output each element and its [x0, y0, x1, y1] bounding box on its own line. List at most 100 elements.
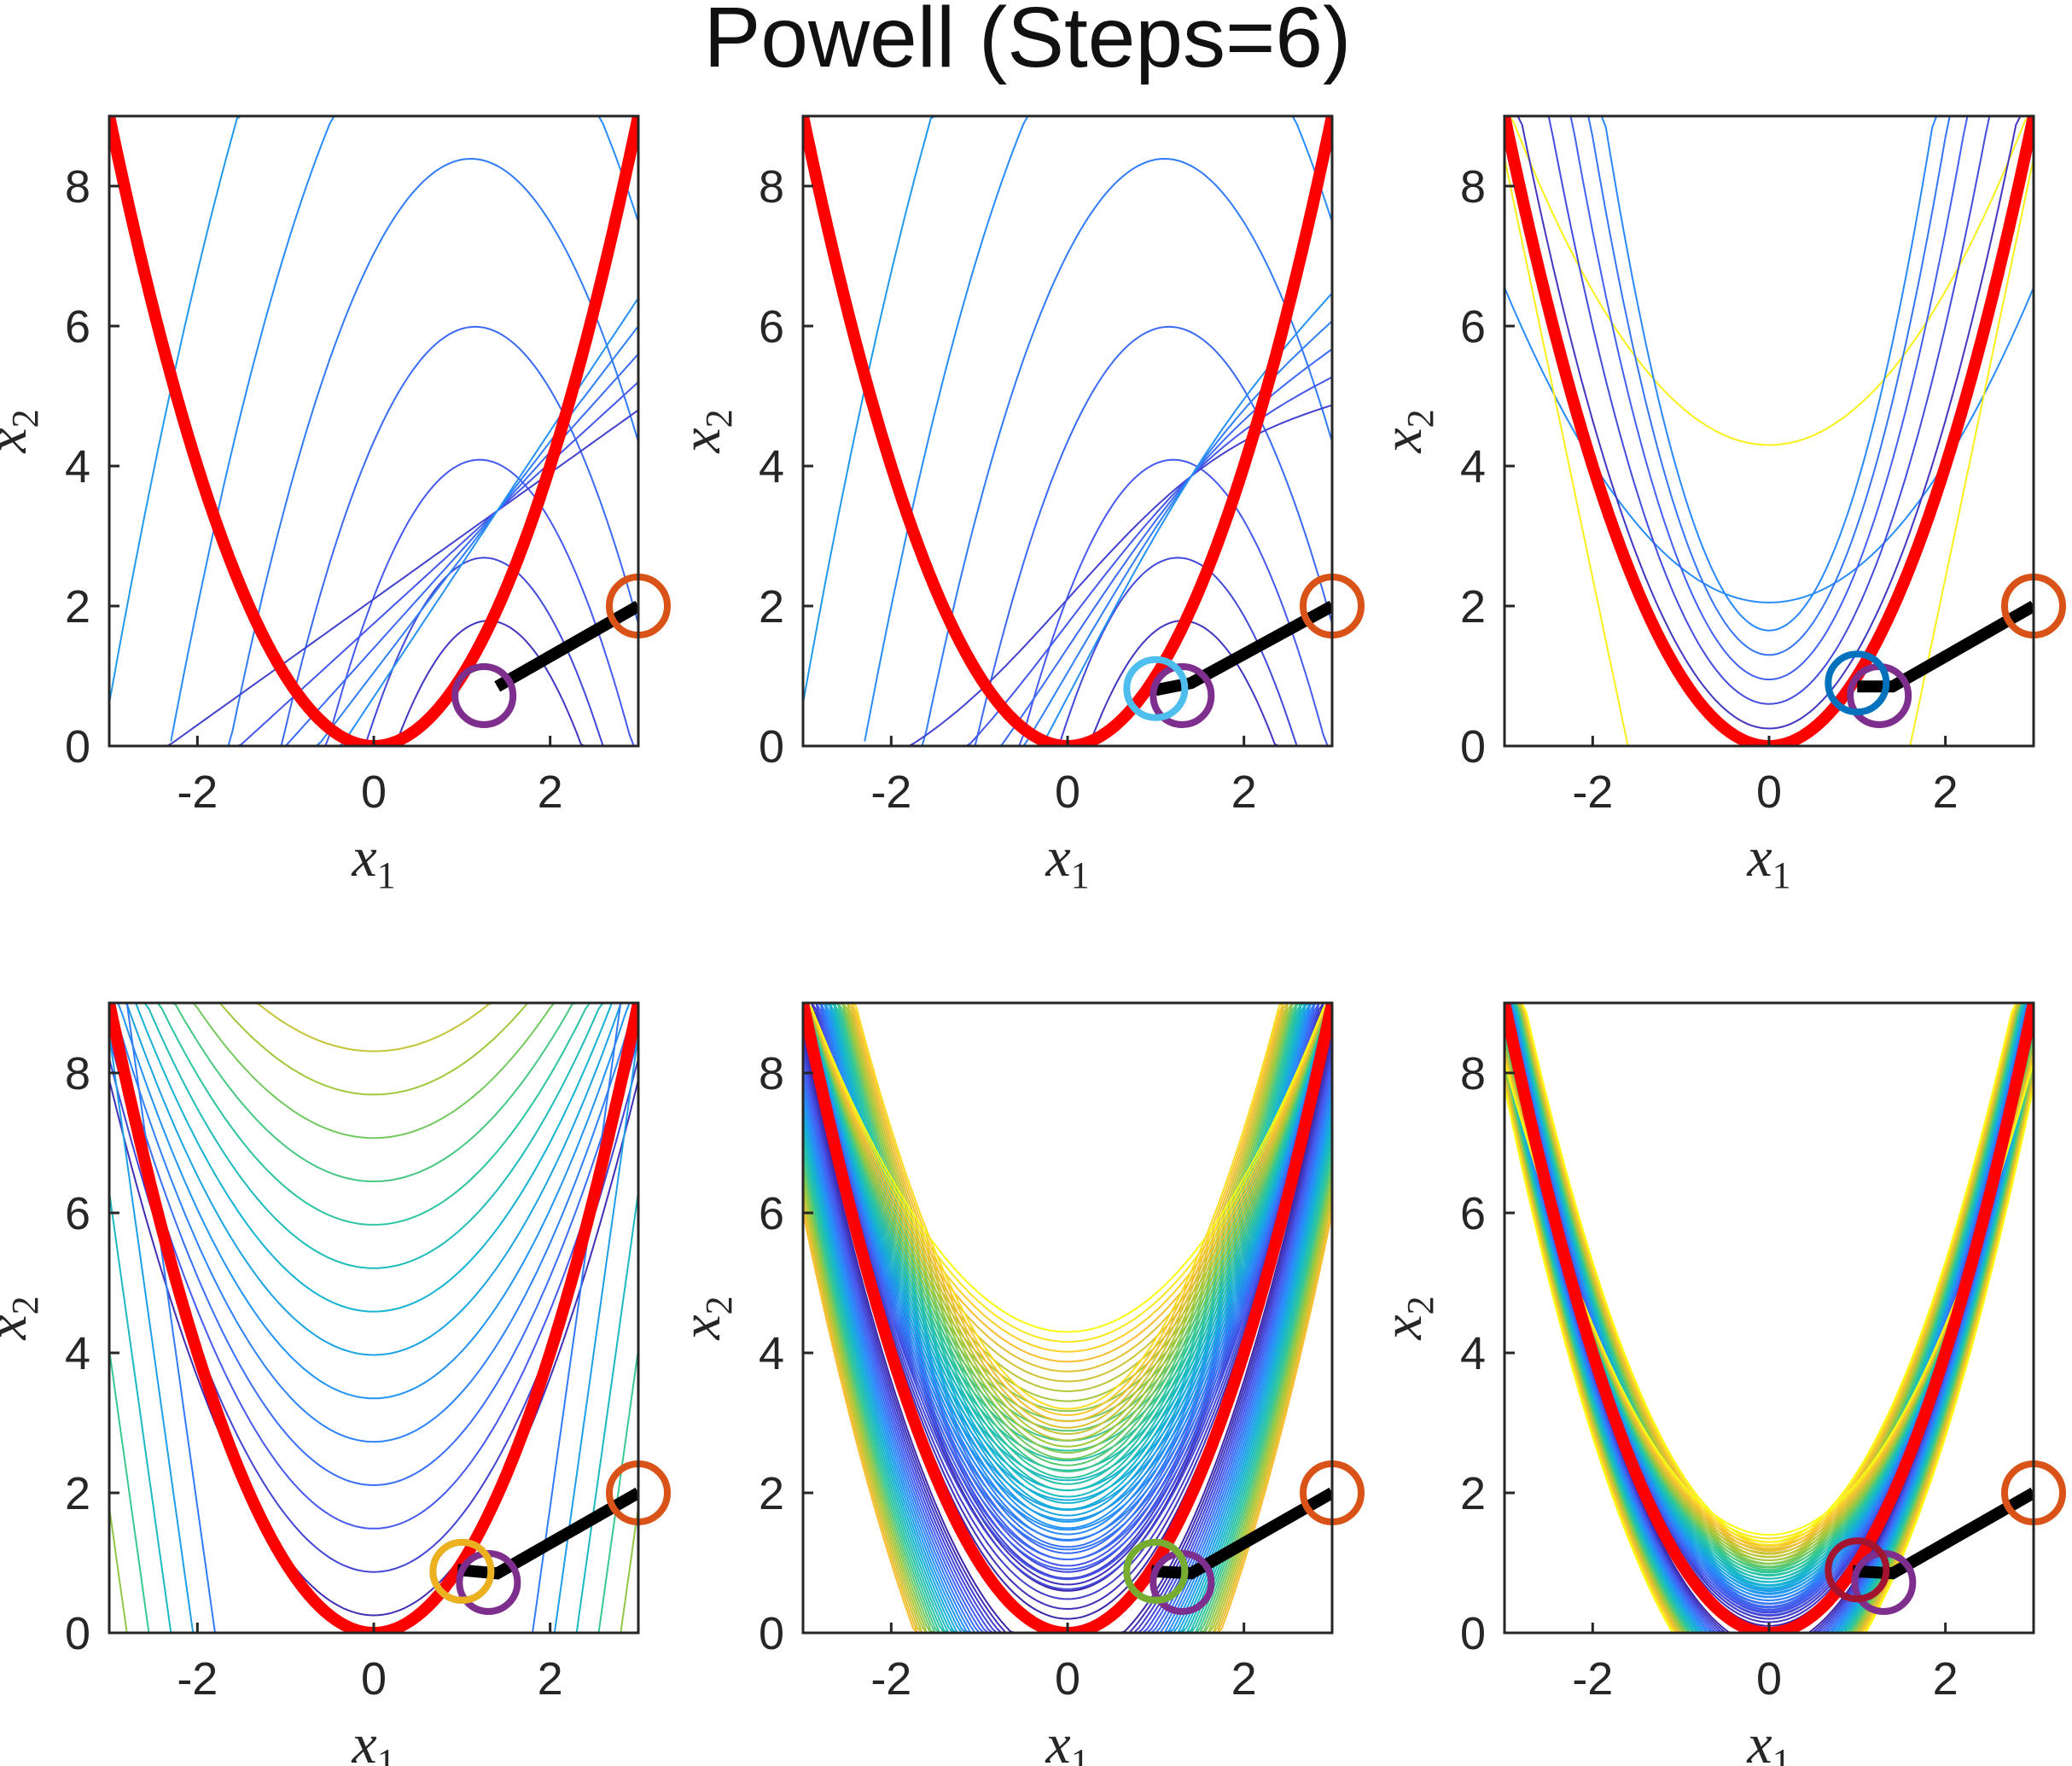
y-tick-label: 8 [759, 161, 784, 213]
y-axis-label-subscript: 2 [1400, 1296, 1441, 1314]
optimizer-path [1857, 600, 2034, 693]
contour-line [803, 1003, 1332, 1333]
contour-line [803, 1003, 1332, 1353]
contour-line [803, 1003, 1332, 1413]
x-tick-label: 2 [1231, 1653, 1257, 1705]
contour-line [1509, 1003, 2029, 1593]
y-tick-label: 6 [1460, 301, 1486, 353]
contour-line [280, 325, 638, 746]
contour-line [1057, 557, 1298, 746]
contour-line [803, 1003, 1332, 1482]
y-tick-label: 0 [1460, 1608, 1486, 1659]
contour-line [170, 116, 638, 742]
contour-line [1509, 1003, 2029, 1586]
iterate-marker-4 [1123, 1538, 1189, 1604]
contour-line [162, 1003, 585, 1183]
contour-line [824, 1003, 1312, 1523]
contour-line [841, 1003, 1294, 1448]
contour-line [803, 1112, 1332, 1633]
y-tick-label: 8 [759, 1048, 784, 1099]
chart-panel-6: -2 0 2 0 2 4 6 8 x1 x2 [1371, 1001, 2066, 1766]
figure-title: Powell (Steps=6) [704, 0, 1352, 85]
constraint-curve [803, 116, 1332, 746]
contour-line [1019, 320, 1332, 746]
contour-line [803, 1180, 1332, 1633]
contour-line [1600, 116, 1938, 632]
x-axis-label-subscript: 1 [1772, 1741, 1791, 1766]
x-tick-label: 0 [1055, 1653, 1080, 1705]
contour-line [803, 1003, 1332, 1541]
contour-line [803, 1105, 1332, 1633]
contour-line [803, 1174, 1332, 1633]
contour-line [228, 1003, 520, 1052]
iterate-marker-3 [1123, 656, 1189, 721]
y-axis-label-subscript: 2 [1400, 409, 1441, 428]
contour-line [148, 409, 638, 746]
contour-line [109, 1036, 638, 1530]
y-tick-label: 0 [759, 1608, 784, 1659]
x-tick-label: -2 [1572, 766, 1613, 818]
contour-line [803, 1049, 1332, 1633]
x-tick-label: 2 [538, 1653, 563, 1705]
contour-line [921, 157, 1332, 746]
x-axis-label-subscript: 1 [1772, 854, 1791, 896]
contour-line [824, 1003, 1311, 1517]
contour-line [847, 1003, 1289, 1417]
contour-line [803, 1003, 1332, 1590]
contour-lines [803, 1003, 1332, 1633]
contour-line [1517, 1003, 2021, 1547]
y-tick-label: 0 [65, 721, 90, 772]
x-axis-label-subscript: 1 [377, 1741, 396, 1766]
contour-line [803, 1003, 1332, 1521]
y-axis-label-subscript: 2 [698, 1296, 740, 1314]
contour-line [803, 1068, 1332, 1633]
contour-line [803, 1131, 1332, 1633]
contour-line [803, 1081, 1332, 1633]
contour-line [864, 116, 1332, 742]
iterate-marker-2 [1149, 662, 1215, 728]
contour-line [1512, 1003, 2026, 1577]
contour-line [1516, 1003, 2022, 1565]
contour-line [803, 1093, 1332, 1633]
contour-line [957, 376, 1332, 746]
y-tick-label: 6 [1460, 1188, 1486, 1239]
contour-line [109, 1507, 638, 1633]
contour-line [803, 1036, 1332, 1633]
contour-line [109, 1349, 638, 1633]
contour-line [803, 1003, 1332, 1501]
contour-line [803, 1062, 1332, 1633]
x-tick-label: 2 [1231, 766, 1257, 818]
contour-line [803, 1003, 1332, 1432]
y-tick-label: 6 [65, 301, 90, 353]
y-tick-label: 4 [759, 441, 784, 492]
contour-line [276, 353, 638, 746]
x-axis-label-subscript: 1 [1071, 1741, 1090, 1766]
x-tick-label: 0 [361, 766, 387, 818]
contour-line [324, 458, 635, 746]
contour-line [834, 1003, 1301, 1473]
contour-line [1517, 1003, 2021, 1553]
constraint-curve [109, 116, 638, 746]
constraint-curve [1505, 116, 2034, 746]
contour-line [1587, 116, 1951, 656]
y-tick-label: 4 [65, 1328, 90, 1379]
contour-line [109, 1034, 638, 1633]
contour-line [803, 1099, 1332, 1633]
contour-line [803, 1043, 1332, 1633]
contour-line [803, 1206, 1332, 1633]
iterate-marker-2 [451, 662, 517, 728]
contour-line [364, 557, 604, 746]
x-axis-label: x1 [351, 826, 395, 896]
contour-line [974, 325, 1332, 746]
contour-line [1513, 1003, 2025, 1574]
contour-line [887, 404, 1332, 746]
plot-area [1505, 116, 2034, 746]
contour-line [803, 1143, 1332, 1633]
contour-line [803, 1193, 1332, 1633]
contour-line [803, 1212, 1332, 1633]
contour-line [803, 1075, 1332, 1633]
contour-line [1909, 157, 2034, 746]
y-axis-label-subscript: 2 [698, 409, 740, 428]
y-axis-label-subscript: 2 [4, 409, 46, 428]
optimizer-path [1852, 1487, 2034, 1580]
